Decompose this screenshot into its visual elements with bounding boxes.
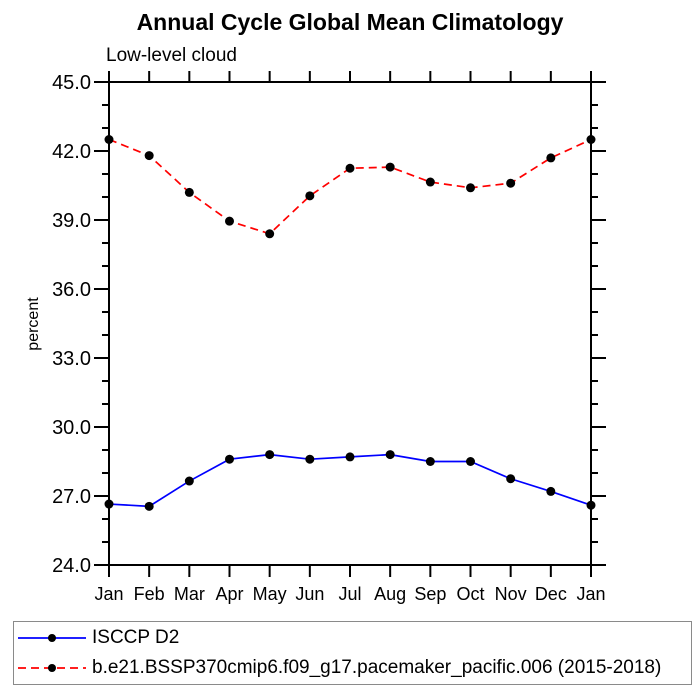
series-marker-1: [104, 135, 114, 144]
series-marker-0: [385, 450, 395, 460]
x-axis-tick-label: Feb: [134, 584, 165, 604]
x-axis-tick-label: Dec: [535, 584, 567, 604]
x-axis-tick-label: May: [253, 584, 287, 604]
series-marker-1: [144, 151, 154, 161]
legend-item-isccp-d2: ISCCP D2: [14, 623, 691, 653]
x-axis-tick-label: Mar: [174, 584, 205, 604]
x-axis-tick-label: Apr: [215, 584, 243, 604]
series-marker-1: [546, 153, 556, 163]
x-axis-tick-label: Oct: [456, 584, 484, 604]
series-marker-1: [506, 178, 516, 188]
x-axis-tick-label: Aug: [374, 584, 406, 604]
y-axis-tick-label: 27.0: [52, 486, 91, 508]
legend-box: ISCCP D2 b.e21.BSSP370cmip6.f09_g17.pace…: [13, 621, 692, 685]
series-line-0: [108, 453, 592, 508]
y-axis-tick-label: 42.0: [52, 141, 91, 163]
blue-solid-line-sample: [18, 634, 86, 642]
series-marker-1: [184, 187, 194, 197]
series-marker-0: [225, 454, 234, 464]
y-axis-tick-label: 45.0: [52, 72, 91, 94]
series-marker-0: [586, 500, 596, 510]
y-axis-tick-label: 30.0: [52, 417, 91, 439]
x-axis-tick-label: Nov: [495, 584, 527, 604]
x-axis-tick-label: Sep: [414, 584, 446, 604]
series-marker-1: [345, 163, 355, 173]
series-marker-1: [425, 177, 435, 187]
chart-subtitle: Low-level cloud: [106, 45, 237, 66]
red-dashed-line-sample: [18, 664, 86, 672]
series-marker-0: [466, 457, 475, 466]
legend-item-model-run: b.e21.BSSP370cmip6.f09_g17.pacemaker_pac…: [14, 653, 691, 683]
series-marker-1: [265, 229, 275, 239]
series-marker-0: [184, 476, 194, 486]
x-axis-tick-label: Jan: [94, 584, 123, 604]
chart-title: Annual Cycle Global Mean Climatology: [136, 9, 564, 35]
x-axis-tick-label: Jan: [576, 584, 605, 604]
series-marker-0: [144, 501, 154, 511]
series-marker-1: [466, 183, 475, 193]
series-marker-0: [546, 486, 556, 496]
legend-marker-0: [48, 634, 56, 642]
series-marker-0: [506, 474, 516, 484]
plot-frame: [108, 81, 592, 566]
series-marker-0: [425, 457, 435, 466]
series-marker-0: [104, 499, 114, 509]
legend-label-model-run: b.e21.BSSP370cmip6.f09_g17.pacemaker_pac…: [92, 657, 662, 678]
series-marker-1: [385, 162, 395, 172]
series-marker-0: [265, 450, 275, 460]
y-axis-tick-label: 39.0: [52, 210, 91, 232]
series-marker-0: [345, 452, 355, 462]
y-axis-tick-label: 24.0: [52, 555, 91, 577]
y-axis-tick-label: 36.0: [52, 279, 91, 301]
legend-label-isccp-d2: ISCCP D2: [92, 627, 180, 648]
series-marker-0: [305, 454, 315, 464]
series-marker-1: [305, 191, 315, 201]
series-marker-1: [586, 135, 596, 144]
x-axis-tick-label: Jun: [295, 584, 324, 604]
series-marker-1: [225, 216, 234, 226]
y-axis-tick-label: 33.0: [52, 348, 91, 370]
legend-marker-1: [48, 664, 56, 672]
x-axis-tick-label: Jul: [338, 584, 361, 604]
series-line-1: [108, 138, 592, 235]
